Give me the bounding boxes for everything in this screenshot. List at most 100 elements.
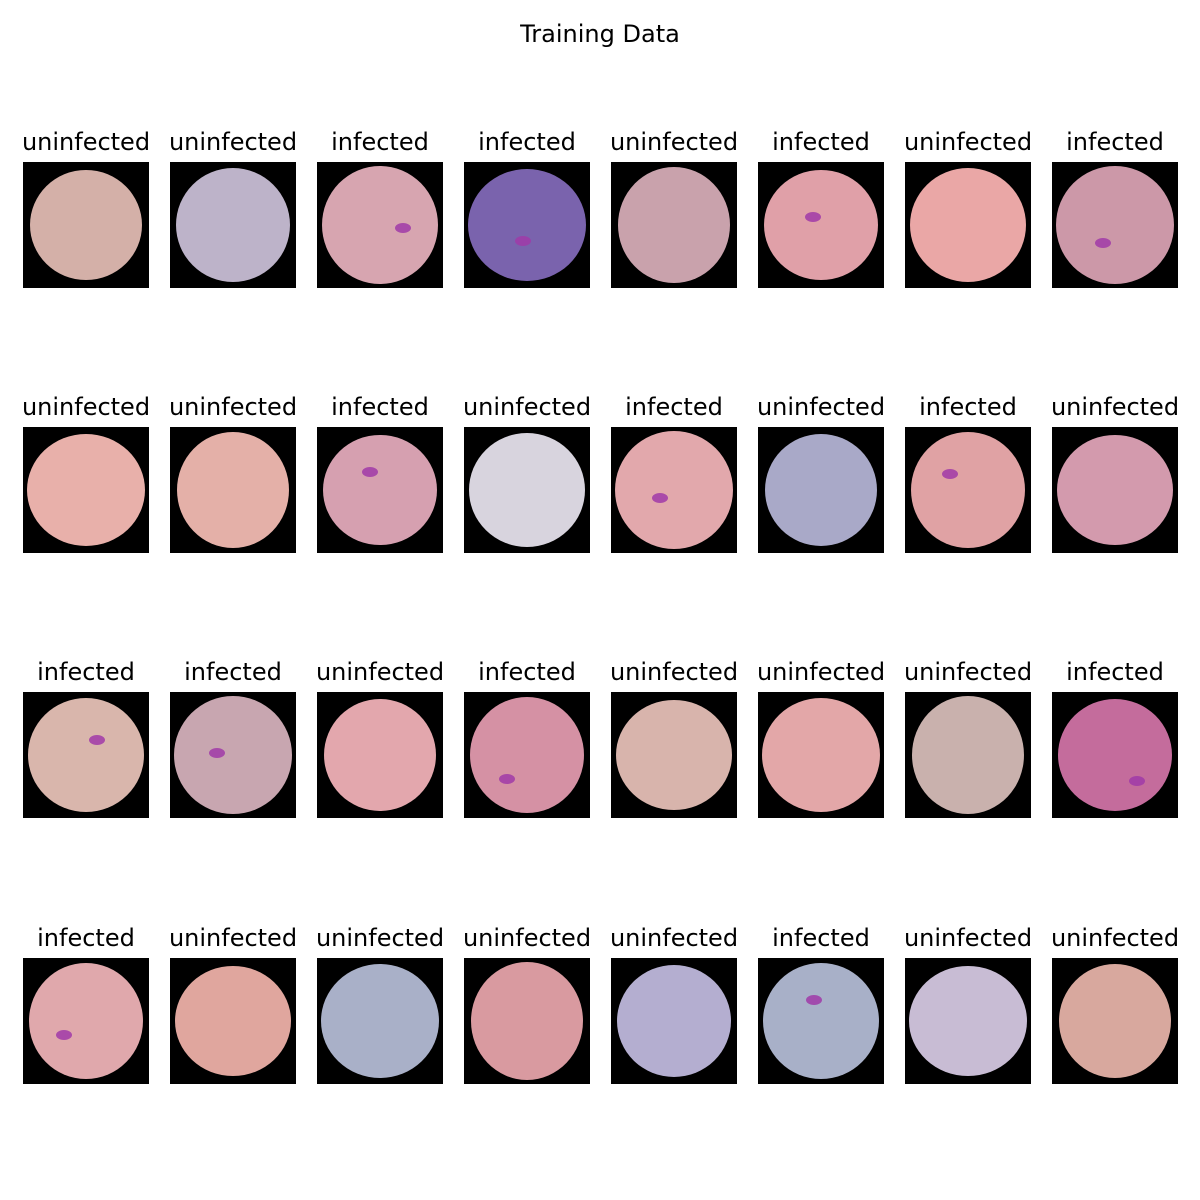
blood-cell <box>471 962 583 1080</box>
cell-label: uninfected <box>904 128 1032 156</box>
cell-label: uninfected <box>463 924 591 952</box>
cell-image <box>23 427 149 553</box>
blood-cell <box>30 170 142 280</box>
cell-label: uninfected <box>316 658 444 686</box>
blood-cell <box>1056 166 1174 284</box>
blood-cell <box>468 169 586 281</box>
cell-label: uninfected <box>610 128 738 156</box>
cell-image <box>170 692 296 818</box>
blood-cell <box>177 432 289 548</box>
blood-cell <box>324 699 436 811</box>
cell-label: infected <box>331 128 429 156</box>
figure-title: Training Data <box>519 20 680 48</box>
cell-label: uninfected <box>463 393 591 421</box>
blood-cell <box>617 965 731 1077</box>
cell-label: uninfected <box>757 393 885 421</box>
cell-label: infected <box>184 658 282 686</box>
cell-label: uninfected <box>610 658 738 686</box>
cell-image <box>1052 162 1178 288</box>
cell-image <box>170 958 296 1084</box>
blood-cell <box>28 698 144 812</box>
blood-cell <box>321 964 439 1078</box>
cell-label: uninfected <box>169 393 297 421</box>
blood-cell <box>911 432 1025 548</box>
cell-image <box>905 427 1031 553</box>
cell-label: uninfected <box>1051 393 1179 421</box>
cell-image <box>23 692 149 818</box>
parasite <box>89 735 105 745</box>
cell-image <box>1052 692 1178 818</box>
cell-image <box>464 692 590 818</box>
cell-image <box>464 162 590 288</box>
cell-image <box>611 427 737 553</box>
parasite <box>209 748 225 758</box>
blood-cell <box>1058 699 1172 811</box>
parasite <box>805 212 821 222</box>
cell-image <box>758 162 884 288</box>
cell-image <box>317 427 443 553</box>
blood-cell <box>29 963 143 1079</box>
blood-cell <box>175 966 291 1076</box>
blood-cell <box>1057 435 1173 545</box>
cell-label: infected <box>478 128 576 156</box>
cell-label: infected <box>331 393 429 421</box>
blood-cell <box>615 431 733 549</box>
cell-image <box>611 958 737 1084</box>
cell-image <box>317 162 443 288</box>
cell-image <box>1052 958 1178 1084</box>
cell-image <box>758 958 884 1084</box>
cell-label: infected <box>478 658 576 686</box>
cell-image <box>317 692 443 818</box>
blood-cell <box>27 434 145 546</box>
blood-cell <box>763 963 879 1079</box>
blood-cell <box>762 698 880 812</box>
cell-image <box>464 958 590 1084</box>
parasite <box>1095 238 1111 248</box>
cell-image <box>317 958 443 1084</box>
parasite <box>806 995 822 1005</box>
cell-label: infected <box>625 393 723 421</box>
blood-cell <box>910 168 1026 282</box>
blood-cell <box>174 696 292 814</box>
cell-label: uninfected <box>904 924 1032 952</box>
blood-cell <box>469 433 585 547</box>
cell-label: infected <box>1066 128 1164 156</box>
cell-label: uninfected <box>22 128 150 156</box>
parasite <box>652 493 668 503</box>
blood-cell <box>176 168 290 282</box>
cell-image <box>170 162 296 288</box>
cell-label: uninfected <box>22 393 150 421</box>
cell-image <box>170 427 296 553</box>
cell-image <box>611 692 737 818</box>
cell-label: uninfected <box>169 128 297 156</box>
cell-image <box>758 692 884 818</box>
cell-label: uninfected <box>904 658 1032 686</box>
cell-label: infected <box>772 128 870 156</box>
cell-image <box>758 427 884 553</box>
cell-image <box>905 162 1031 288</box>
cell-label: infected <box>772 924 870 952</box>
cell-label: uninfected <box>169 924 297 952</box>
blood-cell <box>765 434 877 546</box>
cell-image <box>1052 427 1178 553</box>
cell-image <box>905 958 1031 1084</box>
blood-cell <box>1059 964 1171 1078</box>
cell-label: infected <box>1066 658 1164 686</box>
parasite <box>395 223 411 233</box>
cell-label: uninfected <box>316 924 444 952</box>
blood-cell <box>909 966 1027 1076</box>
parasite <box>499 774 515 784</box>
cell-image <box>23 958 149 1084</box>
blood-cell <box>616 700 732 810</box>
cell-image <box>905 692 1031 818</box>
cell-label: uninfected <box>757 658 885 686</box>
cell-image <box>611 162 737 288</box>
blood-cell <box>470 697 584 813</box>
parasite <box>1129 776 1145 786</box>
cell-label: infected <box>37 924 135 952</box>
blood-cell <box>764 170 878 280</box>
cell-image <box>23 162 149 288</box>
blood-cell <box>323 435 437 545</box>
blood-cell <box>912 696 1024 814</box>
blood-cell <box>618 167 730 283</box>
